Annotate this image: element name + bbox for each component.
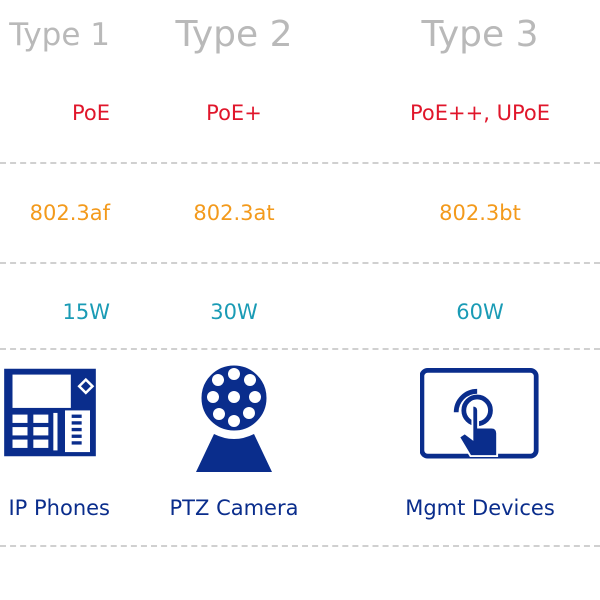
poe-name: PoE++, UPoE (410, 101, 550, 125)
power-value: 60W (456, 300, 504, 324)
row-divider (0, 162, 600, 164)
column-type-2: Type 2 PoE+ 802.3at 30W PTZ Camera (114, 0, 354, 600)
power-value: 30W (210, 300, 258, 324)
ieee-standard: 802.3bt (439, 201, 521, 225)
device-label: PTZ Camera (169, 496, 299, 520)
ieee-standard: 802.3af (29, 201, 110, 225)
row-divider (0, 348, 600, 350)
ip-phone-icon (4, 368, 96, 457)
type-title: Type 2 (175, 14, 293, 55)
device-label: IP Phones (8, 496, 110, 520)
touch-screen-icon (420, 367, 539, 459)
power-value: 15W (62, 300, 111, 324)
device-label: Mgmt Devices (405, 496, 555, 520)
column-type-3: Type 3 PoE++, UPoE 802.3bt 60W Mgmt Devi… (360, 0, 600, 600)
type-title: Type 3 (421, 14, 539, 55)
poe-name: PoE (71, 101, 110, 125)
type-title: Type 1 (9, 17, 110, 53)
ieee-standard: 802.3at (193, 201, 275, 225)
poe-name: PoE+ (206, 101, 262, 125)
ptz-camera-icon (196, 362, 272, 472)
row-divider (0, 545, 600, 547)
row-divider (0, 262, 600, 264)
column-type-1: Type 1 PoE 802.3af 15W IP Phones (0, 0, 110, 600)
